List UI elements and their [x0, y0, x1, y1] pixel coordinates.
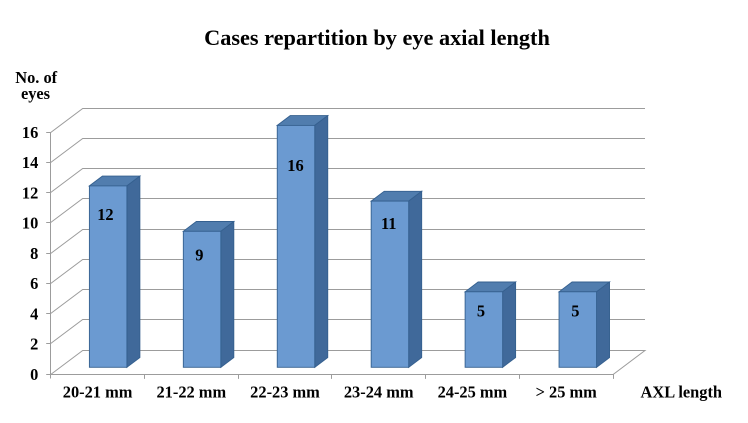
svg-text:No. of: No. of — [15, 68, 57, 87]
svg-text:12: 12 — [97, 205, 113, 224]
svg-text:> 25 mm: > 25 mm — [536, 382, 598, 401]
svg-text:0: 0 — [30, 365, 38, 384]
svg-text:16: 16 — [22, 123, 38, 142]
svg-text:21-22 mm: 21-22 mm — [156, 382, 226, 401]
svg-text:22-23 mm: 22-23 mm — [250, 382, 320, 401]
svg-text:eyes: eyes — [21, 84, 50, 103]
svg-text:14: 14 — [22, 153, 38, 172]
svg-text:AXL length: AXL length — [641, 382, 723, 401]
svg-text:11: 11 — [381, 214, 397, 233]
svg-text:4: 4 — [30, 304, 38, 323]
svg-text:8: 8 — [30, 244, 38, 263]
svg-text:2: 2 — [30, 335, 38, 354]
svg-text:6: 6 — [30, 274, 38, 293]
svg-text:23-24 mm: 23-24 mm — [344, 382, 414, 401]
svg-text:24-25 mm: 24-25 mm — [438, 382, 508, 401]
svg-text:Cases repartition by eye axial: Cases repartition by eye axial length — [204, 25, 550, 50]
svg-text:5: 5 — [477, 302, 485, 321]
svg-text:9: 9 — [195, 246, 203, 265]
svg-text:20-21 mm: 20-21 mm — [63, 382, 133, 401]
svg-text:5: 5 — [571, 302, 579, 321]
svg-text:10: 10 — [22, 214, 38, 233]
svg-text:12: 12 — [22, 183, 38, 202]
svg-text:16: 16 — [287, 156, 303, 175]
